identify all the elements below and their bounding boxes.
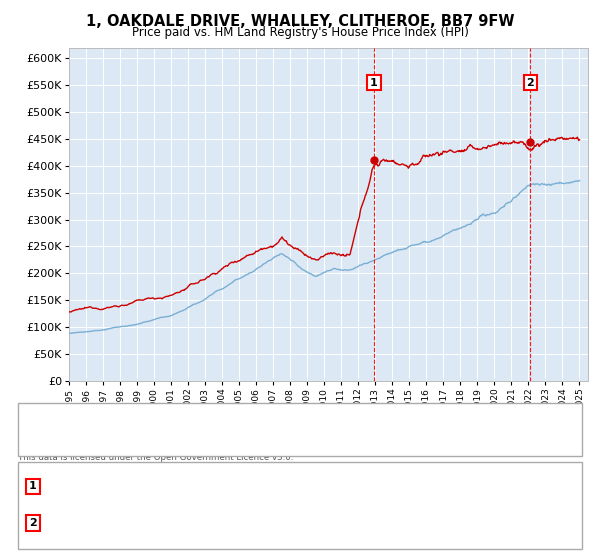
Text: 2: 2 xyxy=(29,518,37,528)
Text: ─────: ───── xyxy=(30,412,67,424)
Text: HPI: Average price, detached house, Ribble Valley: HPI: Average price, detached house, Ribb… xyxy=(69,438,342,448)
Text: 1, OAKDALE DRIVE, WHALLEY, CLITHEROE, BB7 9FW: 1, OAKDALE DRIVE, WHALLEY, CLITHEROE, BB… xyxy=(86,14,514,29)
Text: Price paid vs. HM Land Registry's House Price Index (HPI): Price paid vs. HM Land Registry's House … xyxy=(131,26,469,39)
Text: £409,995: £409,995 xyxy=(216,480,272,493)
Text: Contains HM Land Registry data © Crown copyright and database right 2024.
This d: Contains HM Land Registry data © Crown c… xyxy=(18,442,353,462)
Text: 09-FEB-2022: 09-FEB-2022 xyxy=(63,516,139,529)
Text: 38% ↑ HPI: 38% ↑ HPI xyxy=(366,480,428,493)
Text: 30-NOV-2012: 30-NOV-2012 xyxy=(63,480,142,493)
Text: 1: 1 xyxy=(29,481,37,491)
Text: 1: 1 xyxy=(370,77,378,87)
Text: 1, OAKDALE DRIVE, WHALLEY, CLITHEROE, BB7 9FW (detached house): 1, OAKDALE DRIVE, WHALLEY, CLITHEROE, BB… xyxy=(69,413,455,423)
Text: 19% ↑ HPI: 19% ↑ HPI xyxy=(366,516,428,529)
Text: 2: 2 xyxy=(527,77,535,87)
Text: £445,000: £445,000 xyxy=(216,516,272,529)
Text: ─────: ───── xyxy=(30,437,67,450)
